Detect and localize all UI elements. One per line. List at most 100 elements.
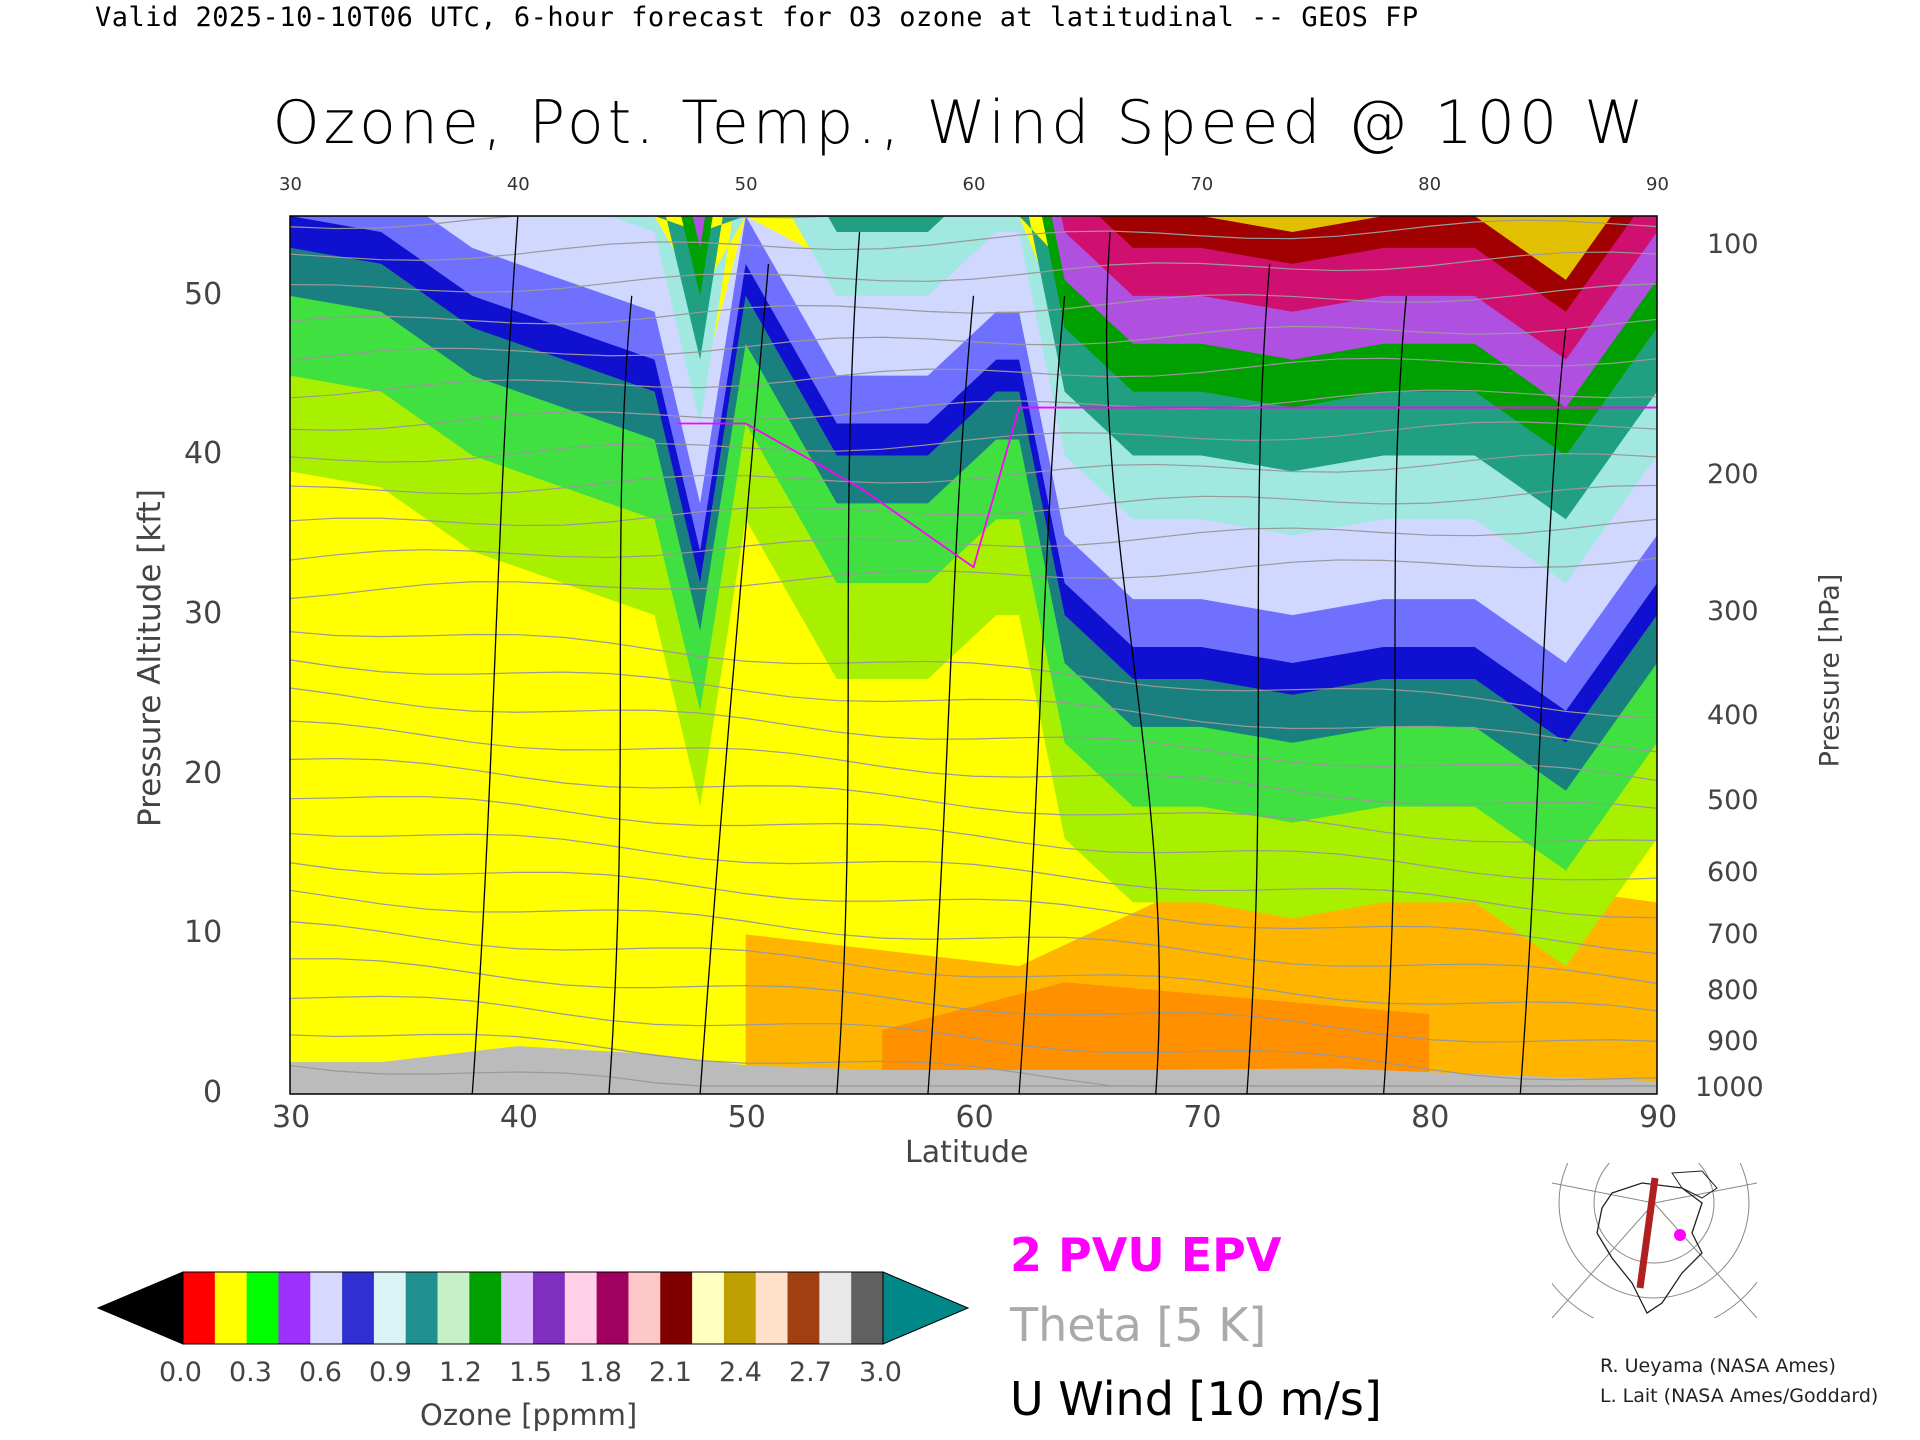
theta-contour [290,687,1657,782]
theta-contour [290,921,1657,1012]
colorbar-tick-label: 1.8 [579,1357,622,1388]
y-tick-label: 10 [184,915,223,951]
colorbar-swatch [278,1272,311,1344]
field-cyan [290,216,1657,584]
colorbar-swatch [310,1272,343,1344]
colorbar-tick-label: 0.3 [229,1357,272,1388]
y-tick-label: 40 [184,436,223,472]
colorbar-swatch [533,1272,566,1344]
colorbar-swatch [660,1272,693,1344]
plot-frame [289,215,1658,1095]
theta-contour [290,958,1657,1043]
colorbar-swatch [564,1272,598,1344]
theta-contour [290,357,1657,399]
colorbar-tick-label: 0.0 [159,1357,202,1388]
theta-contour [290,757,1657,843]
u-wind-contour [1105,231,1161,1094]
y-tick-label: 0 [203,1075,223,1110]
location-map-inset [1552,1163,1757,1318]
theta-contour [290,283,1657,325]
u-wind-contour [608,295,633,1094]
x-tick-label: 30 [272,1100,311,1135]
colorbar-swatch [183,1272,216,1344]
colorbar-high-arrow [882,1271,970,1345]
pressure-tick-label: 600 [1707,856,1759,888]
colorbar-swatch [342,1272,375,1344]
colorbar-tick-label: 1.5 [509,1357,552,1388]
top-tick-label: 70 [1190,174,1214,195]
pressure-tick-label: 400 [1707,700,1759,732]
colorbar-swatch [787,1272,820,1344]
theta-contour [290,518,1657,561]
field-gold [290,216,1657,280]
field-teal [290,247,1657,791]
terrain [290,1046,1657,1094]
y-tick-label: 50 [184,276,223,312]
u-wind-contour [699,263,770,1094]
legend-epv: 2 PVU EPV [1010,1228,1282,1282]
u-wind-contour [471,216,519,1094]
pressure-tick-label: 900 [1707,1025,1759,1057]
colorbar-tick-label: 2.1 [649,1357,692,1388]
colorbar-tick-label: 2.7 [789,1357,832,1388]
u-wind-contour [836,231,861,1094]
u-wind-contour [1018,295,1066,1094]
pressure-tick-label: 500 [1707,784,1759,816]
field-darkred [290,216,1657,312]
u-wind-contour [1382,295,1408,1094]
colorbar-swatch [469,1272,502,1344]
theta-contour [290,832,1657,919]
field-paleblue [290,216,1657,663]
pressure-tick-label: 200 [1707,459,1759,491]
theta-contour [290,557,1657,600]
pressure-tick-label: 1000 [1695,1072,1764,1104]
colorbar-tick-label: 1.2 [439,1357,482,1388]
top-tick-label: 80 [1418,174,1442,195]
top-tick-label: 30 [279,174,302,195]
colorbar-tick-label: 0.9 [369,1357,412,1388]
u-wind-contour [927,295,975,1094]
legend-theta: Theta [5 K] [1010,1298,1267,1352]
x-axis-label: Latitude [905,1135,1029,1170]
colorbar-swatch [692,1272,725,1344]
theta-contour [290,995,1657,1081]
theta-contour [290,631,1657,719]
colorbar-swatch [723,1272,757,1344]
theta-contour [290,251,1657,293]
theta-contour [290,720,1657,809]
theta-contour [290,421,1657,463]
colorbar-tick-label: 3.0 [859,1357,902,1388]
y2-axis-label: Pressure [hPa] [1814,573,1846,768]
x-tick-label: 60 [955,1100,994,1135]
colorbar-swatch [373,1272,407,1344]
pressure-tick-label: 700 [1707,918,1759,950]
colorbar-swatch [851,1272,884,1344]
theta-contour [290,484,1657,527]
header-text: Valid 2025-10-10T06 UTC, 6-hour forecast… [95,2,1419,33]
colorbar-label: Ozone [ppmm] [420,1398,638,1432]
theta-contour [290,862,1657,955]
chart-title: Ozone, Pot. Temp., Wind Speed @ 100 W [272,88,1648,158]
pressure-tick-label: 100 [1707,229,1759,261]
top-tick-label: 40 [506,174,530,195]
colorbar-swatch [246,1272,279,1344]
x-tick-label: 70 [1183,1100,1222,1135]
x-tick-label: 90 [1639,1100,1678,1135]
top-tick-label: 60 [962,174,986,195]
y-axis-label: Pressure Altitude [kft] [132,489,168,827]
pressure-tick-label: 800 [1707,974,1759,1006]
colorbar-tick-label: 0.6 [299,1357,342,1388]
theta-contour [290,389,1657,431]
colorbar-swatch [628,1272,661,1344]
colorbar-swatch [596,1272,629,1344]
field-seagreen [290,216,1657,520]
colorbar-tick-label: 2.4 [719,1357,762,1388]
top-tick-label: 90 [1646,174,1669,195]
u-wind-contour [1246,263,1271,1094]
colorbar-low-arrow [96,1271,184,1345]
y-tick-label: 30 [184,596,223,632]
x-tick-label: 40 [499,1100,539,1135]
colorbar-swatch [755,1272,789,1344]
colorbar-swatch [501,1272,534,1344]
